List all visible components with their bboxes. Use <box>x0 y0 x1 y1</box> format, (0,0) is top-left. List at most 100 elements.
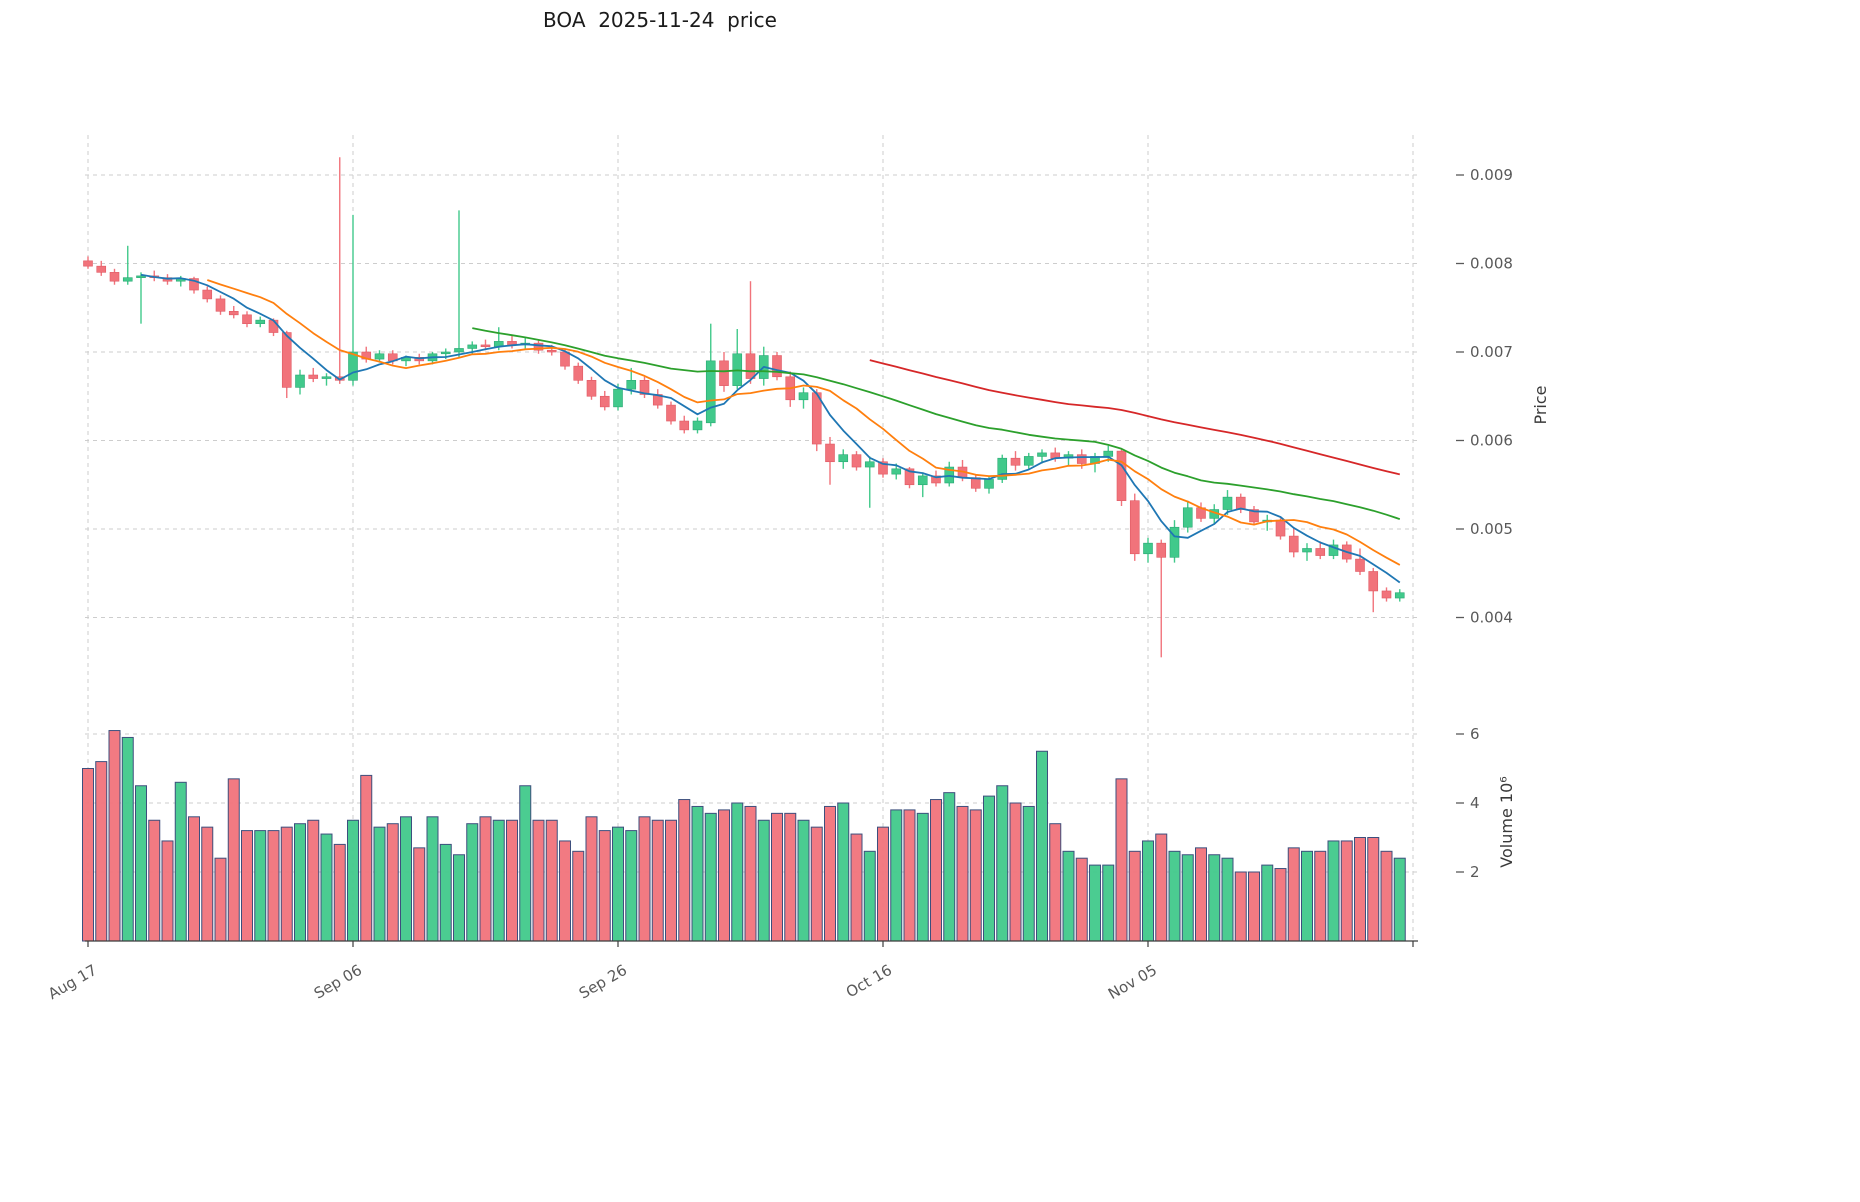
candle-body <box>1129 500 1140 555</box>
volume-tick-label: 6 <box>1470 725 1480 743</box>
volume-bar <box>400 816 412 942</box>
volume-bar <box>704 812 717 942</box>
candle-body <box>560 351 570 367</box>
candle-body <box>1156 542 1167 558</box>
volume-bar <box>254 830 267 942</box>
volume-axis-label: Volume 10⁶ <box>1497 776 1516 867</box>
candle-body <box>772 355 782 378</box>
volume-bar <box>161 840 174 942</box>
volume-bar <box>585 816 598 942</box>
volume-bar <box>877 826 889 942</box>
volume-bar <box>1195 847 1207 942</box>
price-tick-label: 0.009 <box>1470 166 1513 184</box>
sma-10-line <box>207 279 1401 566</box>
candle-body <box>1169 526 1180 558</box>
candle-body <box>891 468 902 475</box>
candle-body <box>242 314 252 324</box>
volume-bar <box>267 830 280 942</box>
x-tick-label: Nov 05 <box>1105 961 1160 1003</box>
candle-body <box>1010 457 1021 466</box>
candle-body <box>1182 507 1193 528</box>
volume-bar <box>333 843 346 942</box>
candle-body <box>639 380 650 395</box>
volume-bar <box>479 816 492 942</box>
volume-bar <box>294 823 306 942</box>
volume-bar <box>890 809 903 942</box>
candle-body <box>878 461 888 475</box>
volume-bar <box>1115 778 1128 942</box>
candle-body <box>692 420 703 431</box>
volume-bar <box>373 826 386 942</box>
x-tick-label: Oct 16 <box>843 961 895 1001</box>
volume-bar <box>1367 837 1380 942</box>
candle-body <box>1143 542 1153 555</box>
volume-bar <box>1022 805 1035 942</box>
candle-body <box>440 351 451 355</box>
sma-60-line <box>869 359 1401 476</box>
volume-bar <box>1168 850 1181 942</box>
volume-bar <box>95 761 108 942</box>
volume-bar <box>598 830 611 942</box>
candle-body <box>1381 590 1392 599</box>
moving-averages <box>140 273 1401 584</box>
volume-bar <box>651 819 664 942</box>
volume-bar <box>439 843 452 942</box>
price-tick-label: 0.006 <box>1470 432 1513 450</box>
volume-bar <box>1181 854 1194 942</box>
volume-bar <box>82 768 94 942</box>
candle-body <box>1368 571 1379 592</box>
volume-bar <box>1062 850 1075 942</box>
volume-bar <box>241 830 253 942</box>
candle-body <box>679 420 690 431</box>
volume-bar <box>188 816 200 942</box>
candle-body <box>586 380 597 397</box>
candle-body <box>228 310 239 316</box>
volume-bar <box>519 785 532 942</box>
candle-body <box>719 360 729 386</box>
volume-bar <box>1248 871 1260 942</box>
volume-bar <box>201 826 214 942</box>
candle-body <box>321 376 332 379</box>
chart-title: BOA 2025-11-24 price <box>543 8 777 32</box>
candle-body <box>136 275 146 278</box>
candle-body <box>83 260 93 267</box>
candle-body <box>281 332 292 388</box>
volume-bar <box>214 857 227 942</box>
candle-body <box>454 348 464 353</box>
candle-body <box>533 342 544 351</box>
candles <box>83 157 1405 658</box>
volume-bar <box>1221 857 1234 942</box>
candle-body <box>295 374 305 388</box>
volume-bar <box>1155 833 1168 942</box>
volume-bar <box>744 805 757 942</box>
candle-body <box>613 388 623 408</box>
x-tick-label: Sep 06 <box>311 961 365 1003</box>
y-axis-price: 0.004 0.005 0.006 0.007 0.008 0.009 Price <box>1456 166 1550 627</box>
price-tick-label: 0.004 <box>1470 609 1513 627</box>
volume-tick-label: 4 <box>1470 794 1480 812</box>
volume-bar <box>1049 823 1062 942</box>
candle-body <box>308 374 319 379</box>
volume-bar <box>1075 857 1088 942</box>
volume-bar <box>320 833 333 942</box>
candle-body <box>109 272 120 282</box>
volume-bar <box>1036 750 1048 942</box>
candle-body <box>348 351 358 381</box>
volume-bar <box>1301 850 1313 942</box>
candle-body <box>705 360 716 424</box>
volume-bars <box>82 730 1406 942</box>
volume-bar <box>1234 871 1247 942</box>
candle-body <box>1355 558 1365 572</box>
volume-bar <box>559 840 571 942</box>
x-tick-label: Sep 26 <box>576 961 630 1003</box>
volume-bar <box>135 785 147 942</box>
candle-body <box>96 265 107 273</box>
candle-body <box>1275 519 1286 537</box>
candle-body <box>626 380 637 390</box>
volume-bar <box>1009 802 1022 942</box>
volume-bar <box>174 781 187 942</box>
candle-body <box>1394 592 1405 599</box>
price-tick-label: 0.007 <box>1470 343 1513 361</box>
volume-bar <box>1274 868 1287 942</box>
